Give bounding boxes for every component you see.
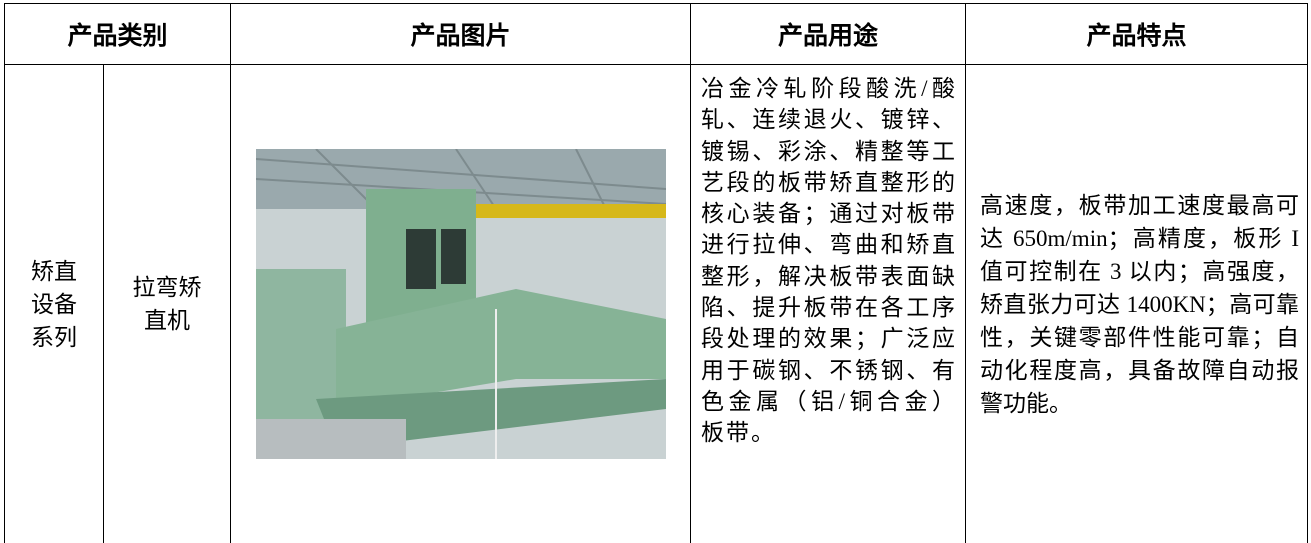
product-photo — [256, 149, 666, 459]
header-cell: 产品用途 — [691, 4, 966, 65]
data-row: 矫直设备系列 拉弯矫直机 冶金冷轧阶段酸洗/酸轧、连续退火、镀锌、镀锡、彩涂、精… — [5, 65, 1308, 543]
cell — [231, 65, 691, 543]
header-row: 产品类别 产品图片 产品用途 产品特点 — [5, 4, 1308, 65]
product-name: 拉弯矫直机 — [130, 271, 205, 337]
product-table: 产品类别 产品图片 产品用途 产品特点 矫直设备系列 拉弯矫直机 冶金冷轧阶段酸… — [4, 3, 1308, 543]
header-cell: 产品图片 — [231, 4, 691, 65]
header-cell: 产品特点 — [966, 4, 1308, 65]
category: 矫直设备系列 — [29, 255, 79, 354]
header-cell: 产品类别 — [5, 4, 231, 65]
usage-cell: 冶金冷轧阶段酸洗/酸轧、连续退火、镀锌、镀锡、彩涂、精整等工艺段的板带矫直整形的… — [691, 65, 966, 543]
cell: 矫直设备系列 — [5, 65, 104, 543]
cell: 拉弯矫直机 — [104, 65, 231, 543]
features-cell: 高速度，板带加工速度最高可达 650m/min；高精度，板形 I 值可控制在 3… — [966, 65, 1308, 543]
